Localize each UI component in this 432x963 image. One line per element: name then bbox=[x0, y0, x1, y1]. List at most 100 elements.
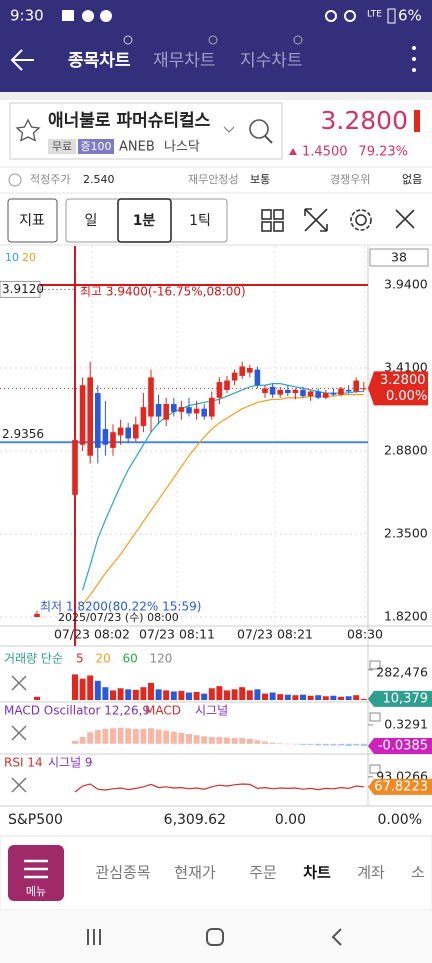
candle-body bbox=[231, 372, 238, 381]
favorite-star[interactable] bbox=[15, 118, 41, 142]
panel-title: RSI 14 bbox=[4, 756, 43, 770]
nav-item[interactable]: 현재가 bbox=[174, 864, 216, 882]
panel-legend: 60 bbox=[123, 652, 138, 666]
tab-active[interactable]: 종목차트 bbox=[68, 51, 131, 71]
candle-body bbox=[117, 427, 124, 436]
macd-bar bbox=[193, 735, 200, 744]
panel-legend: MACD bbox=[145, 704, 181, 718]
volume-bar bbox=[94, 680, 101, 700]
bottom-nav bbox=[0, 835, 432, 911]
button-label[interactable]: 일 bbox=[85, 213, 98, 229]
price-bar bbox=[414, 110, 420, 132]
candle-body bbox=[171, 404, 177, 412]
macd-bar bbox=[170, 731, 177, 744]
status-icon bbox=[100, 10, 112, 22]
macd-bar bbox=[155, 729, 162, 744]
nav-item[interactable]: 주문 bbox=[249, 864, 277, 882]
macd-bar bbox=[201, 736, 208, 744]
macd-bar bbox=[224, 737, 230, 744]
candle-body bbox=[338, 388, 344, 395]
close-icon[interactable] bbox=[11, 777, 27, 793]
volume-bar bbox=[277, 694, 284, 700]
macd-bar bbox=[216, 736, 223, 744]
status-icon bbox=[62, 10, 74, 21]
candle-body bbox=[72, 440, 78, 495]
last-value: 10,379 bbox=[383, 691, 429, 706]
candle-body bbox=[292, 389, 299, 394]
tab[interactable]: 재무차트 bbox=[153, 51, 216, 71]
volume-bar bbox=[292, 695, 299, 700]
volume-bar bbox=[170, 691, 177, 700]
nav-item[interactable]: 차트 bbox=[303, 864, 331, 882]
rsi-line bbox=[74, 783, 364, 793]
panel-legend: 120 bbox=[150, 652, 173, 666]
nav-item[interactable]: 관심종목 bbox=[95, 864, 150, 882]
more-button[interactable] bbox=[412, 46, 416, 72]
indicator-button[interactable] bbox=[7, 198, 58, 243]
status-icon bbox=[344, 10, 356, 22]
panel-legend: 시그널 bbox=[195, 704, 228, 718]
candle-body bbox=[87, 377, 93, 456]
button-label[interactable]: 1틱 bbox=[189, 213, 211, 229]
y-tick-label: 3.4100 bbox=[384, 360, 428, 375]
index-name: S&P500 bbox=[8, 812, 63, 828]
volume-bar bbox=[322, 696, 329, 700]
help-icon[interactable] bbox=[8, 173, 22, 187]
search-icon bbox=[264, 135, 273, 144]
macd-bar bbox=[94, 730, 101, 744]
badge: 증100 bbox=[80, 140, 111, 153]
tab[interactable]: 지수차트 bbox=[240, 51, 303, 71]
dropdown[interactable] bbox=[223, 126, 235, 133]
last-price: 3.2800 bbox=[380, 373, 426, 388]
candle-body bbox=[140, 407, 147, 426]
last-value: 67.8223 bbox=[374, 779, 428, 794]
toolbar-icons[interactable] bbox=[261, 208, 415, 232]
volume-bar bbox=[224, 690, 230, 700]
info-label: 적정주가 bbox=[30, 173, 70, 186]
macd-bar bbox=[254, 740, 261, 744]
last-price-box bbox=[368, 371, 428, 406]
index-change-pct: 0.00% bbox=[378, 812, 422, 828]
macd-bar bbox=[186, 734, 192, 744]
search-icon[interactable] bbox=[249, 119, 269, 139]
candle-body bbox=[269, 386, 276, 395]
candle-body bbox=[345, 389, 352, 392]
tab-icon bbox=[208, 35, 218, 45]
macd-bar bbox=[300, 743, 306, 745]
tab-icon bbox=[123, 35, 133, 45]
recents-button[interactable] bbox=[87, 929, 101, 945]
status-icon bbox=[325, 10, 337, 22]
count-box bbox=[369, 248, 429, 267]
badge-bg bbox=[78, 139, 114, 154]
volume-bar bbox=[216, 686, 223, 700]
volume-bar bbox=[353, 695, 360, 700]
panel-menu bbox=[369, 712, 381, 722]
nav-item[interactable]: 계좌 bbox=[357, 864, 385, 882]
candle-body bbox=[178, 407, 185, 412]
close-icon[interactable] bbox=[11, 725, 27, 741]
home-button[interactable] bbox=[206, 928, 224, 946]
candle-body bbox=[361, 388, 367, 390]
close-icon[interactable] bbox=[11, 675, 27, 691]
volume-bar bbox=[269, 692, 276, 700]
candle-body bbox=[307, 391, 314, 397]
volume-bar bbox=[254, 689, 261, 700]
macd-bar bbox=[208, 736, 215, 744]
volume-bar bbox=[87, 675, 94, 700]
macd-bar bbox=[231, 738, 238, 744]
volume-bar bbox=[262, 693, 268, 700]
period-active[interactable] bbox=[117, 198, 172, 243]
gap bbox=[0, 92, 432, 100]
back-button[interactable] bbox=[10, 49, 34, 71]
menu-button[interactable] bbox=[8, 845, 64, 901]
level-label: 2.9356 bbox=[2, 427, 44, 441]
candle-body bbox=[323, 393, 329, 398]
back-nav[interactable] bbox=[331, 928, 342, 946]
tab-icon bbox=[293, 35, 303, 45]
ma-line bbox=[82, 394, 364, 605]
macd-bar bbox=[117, 727, 124, 744]
panel-menu bbox=[369, 660, 381, 670]
candle-body bbox=[216, 382, 223, 398]
nav-item[interactable]: 소 bbox=[411, 864, 425, 882]
